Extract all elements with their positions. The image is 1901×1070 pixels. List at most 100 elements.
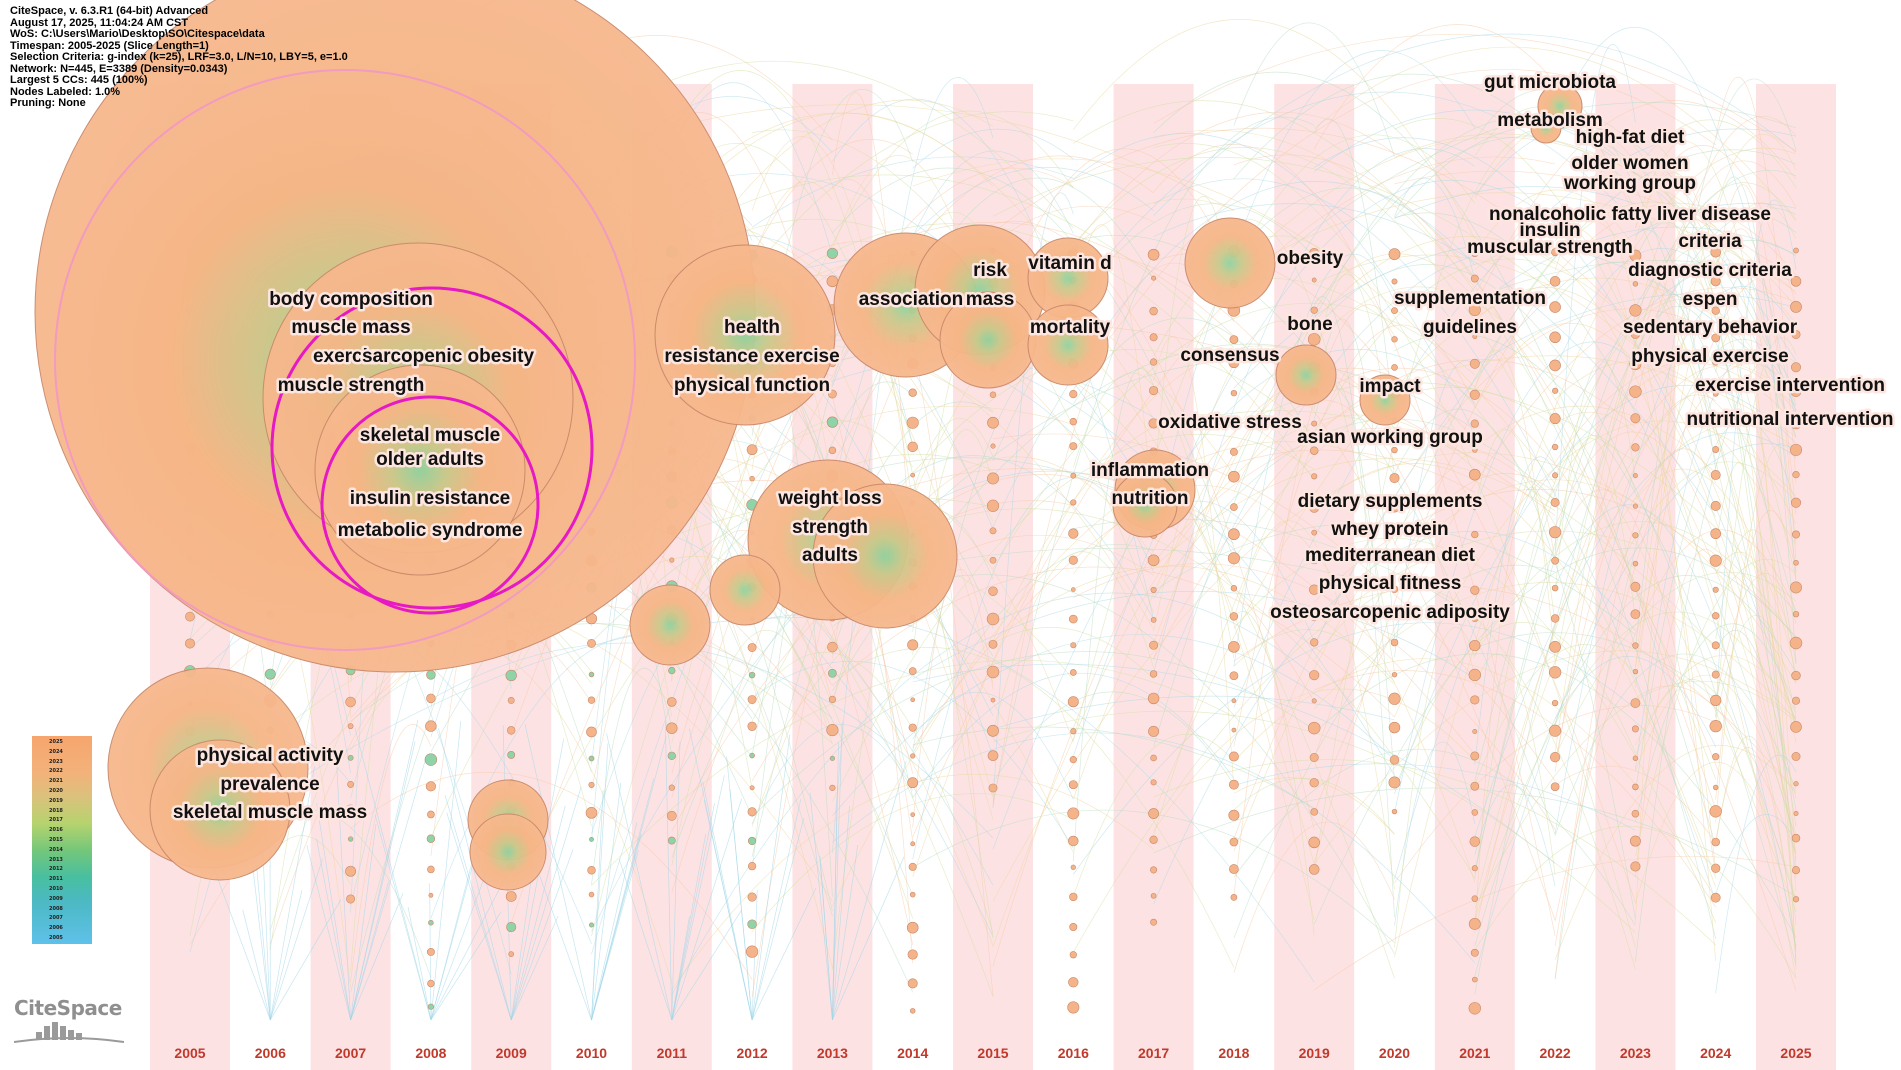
link-line (430, 911, 502, 1021)
minor-node (1631, 443, 1640, 452)
minor-node (668, 784, 675, 791)
link-line (1233, 243, 1797, 397)
minor-node (588, 781, 595, 788)
link-line (992, 156, 1556, 295)
keyword-label: mediterranean diet (1305, 545, 1476, 566)
link-line (430, 642, 994, 839)
link-line (591, 420, 913, 937)
minor-node (1632, 783, 1639, 791)
keyword-label: exercise (313, 346, 389, 367)
minor-node (668, 666, 676, 675)
minor-node (1310, 808, 1318, 816)
link-line (1233, 658, 1716, 899)
minor-node (1548, 666, 1562, 679)
keyword-label: older women (1571, 153, 1688, 174)
keyword-node (469, 813, 547, 891)
keyword-node (1112, 472, 1178, 538)
minor-node (347, 780, 355, 788)
link-line (407, 906, 432, 1021)
minor-node (1712, 446, 1720, 453)
minor-node (1229, 335, 1239, 345)
link-line (992, 181, 1476, 527)
minor-node (1309, 670, 1320, 681)
keyword-label: prevalence (220, 774, 319, 795)
minor-node (1229, 612, 1239, 621)
keyword-label: impact (1359, 376, 1421, 397)
keyword-label: muscle strength (278, 375, 425, 396)
link-line (1635, 119, 1797, 188)
link-line (1233, 102, 1797, 299)
minor-node (1471, 865, 1478, 872)
minor-node (666, 722, 678, 734)
link-line (1073, 19, 1476, 239)
minor-node (1632, 560, 1639, 567)
minor-node (1792, 471, 1800, 479)
link-line (316, 803, 351, 1021)
minor-node (1391, 307, 1398, 315)
minor-node (988, 586, 998, 596)
minor-node (1551, 248, 1560, 257)
minor-node (1471, 249, 1479, 258)
link-line (269, 858, 323, 1021)
minor-node (347, 723, 354, 730)
minor-node (1791, 696, 1801, 705)
minor-node (427, 865, 435, 874)
minor-node (907, 949, 918, 960)
link-line (1635, 468, 1797, 652)
link-line (1715, 176, 1797, 664)
link-line (1394, 212, 1797, 841)
minor-node (826, 275, 839, 288)
minor-node (1150, 617, 1157, 623)
minor-node (1471, 530, 1479, 539)
minor-node (1388, 776, 1401, 789)
link-line (992, 627, 1154, 680)
keyword-label: muscle mass (291, 317, 410, 338)
minor-node (587, 696, 596, 704)
minor-node (1310, 613, 1319, 622)
link-line (992, 551, 1154, 734)
link-line (702, 781, 753, 1021)
keyword-node (1275, 344, 1337, 406)
minor-node (1307, 721, 1321, 735)
link-line (1072, 733, 1235, 897)
keyword-label: sedentary behavior (1623, 317, 1798, 338)
keyword-label: mortality (1030, 317, 1111, 338)
legend-year: 2015 (49, 837, 63, 843)
year-label: 2022 (1540, 1045, 1571, 1061)
minor-node (1228, 470, 1240, 483)
minor-node (425, 781, 436, 792)
keyword-label: muscular strength (1467, 237, 1633, 258)
minor-node (345, 804, 357, 816)
link-line (1313, 46, 1797, 221)
link-line (912, 474, 1315, 702)
minor-node (1151, 275, 1157, 281)
minor-node (1710, 276, 1721, 287)
year-label: 2023 (1620, 1045, 1651, 1061)
minor-node (1469, 389, 1480, 400)
minor-node (910, 472, 916, 478)
minor-node (505, 669, 517, 682)
link-line (1715, 76, 1797, 484)
minor-node (588, 891, 595, 898)
minor-node (1632, 473, 1638, 479)
link-line (242, 909, 271, 1021)
minor-node (1629, 358, 1642, 371)
minor-node (1150, 779, 1157, 786)
link-line (269, 899, 342, 1021)
minor-node (1470, 419, 1479, 428)
minor-node (1632, 642, 1639, 649)
info-line: Nodes Labeled: 1.0% (10, 85, 121, 98)
link-line (1394, 186, 1636, 219)
link-line (1394, 333, 1797, 904)
minor-node (667, 751, 676, 760)
minor-node (426, 670, 436, 680)
link-line (832, 177, 1154, 499)
minor-node (1710, 246, 1721, 258)
info-line: Pruning: None (10, 97, 86, 109)
link-line (1313, 118, 1395, 426)
link-line (1715, 199, 1797, 717)
minor-node (1228, 809, 1240, 821)
link-line (1233, 128, 1797, 708)
minor-node (1630, 329, 1641, 339)
minor-node (1391, 671, 1398, 678)
